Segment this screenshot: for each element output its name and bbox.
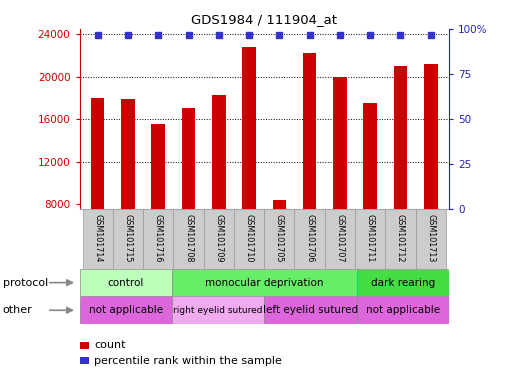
Bar [172, 296, 264, 324]
Text: not applicable: not applicable [366, 305, 440, 315]
Bar [264, 296, 357, 324]
Text: GSM101706: GSM101706 [305, 214, 314, 262]
Text: percentile rank within the sample: percentile rank within the sample [94, 356, 282, 366]
Bar [80, 296, 172, 324]
Text: GSM101710: GSM101710 [245, 214, 253, 262]
Bar [151, 124, 165, 209]
Bar [363, 103, 377, 209]
Text: control: control [108, 278, 144, 288]
Text: not applicable: not applicable [89, 305, 163, 315]
Text: monocular deprivation: monocular deprivation [205, 278, 323, 288]
Bar [294, 209, 325, 269]
Bar [264, 209, 294, 269]
Bar [121, 99, 135, 209]
Bar [204, 209, 234, 269]
Bar [80, 269, 172, 296]
Bar [172, 269, 357, 296]
Text: GSM101714: GSM101714 [93, 214, 102, 262]
Bar [173, 209, 204, 269]
Text: GSM101716: GSM101716 [154, 214, 163, 262]
Bar [385, 209, 416, 269]
Text: GDS1984 / 111904_at: GDS1984 / 111904_at [191, 13, 337, 26]
Text: dark rearing: dark rearing [370, 278, 435, 288]
Text: GSM101707: GSM101707 [336, 214, 344, 262]
Bar [357, 296, 449, 324]
Text: other: other [3, 305, 32, 315]
Bar [325, 209, 355, 269]
Text: protocol: protocol [3, 278, 48, 288]
Text: GSM101713: GSM101713 [426, 214, 435, 262]
Bar [212, 94, 226, 209]
Text: count: count [94, 340, 125, 350]
Bar [242, 47, 256, 209]
Text: left eyelid sutured: left eyelid sutured [263, 305, 358, 315]
Text: right eyelid sutured: right eyelid sutured [173, 306, 263, 315]
Bar [272, 200, 286, 209]
Bar [393, 66, 407, 209]
Bar [91, 98, 105, 209]
Bar [234, 209, 264, 269]
Text: GSM101705: GSM101705 [275, 214, 284, 262]
Bar [333, 76, 347, 209]
Bar [143, 209, 173, 269]
Text: GSM101708: GSM101708 [184, 214, 193, 262]
Bar [424, 64, 438, 209]
Bar [355, 209, 385, 269]
Bar [83, 209, 113, 269]
Text: GSM101712: GSM101712 [396, 214, 405, 262]
Text: GSM101715: GSM101715 [124, 214, 132, 262]
Bar [182, 108, 195, 209]
Text: GSM101711: GSM101711 [366, 214, 374, 262]
Bar [303, 53, 317, 209]
Bar [416, 209, 446, 269]
Bar [357, 269, 449, 296]
Bar [113, 209, 143, 269]
Text: GSM101709: GSM101709 [214, 214, 223, 262]
